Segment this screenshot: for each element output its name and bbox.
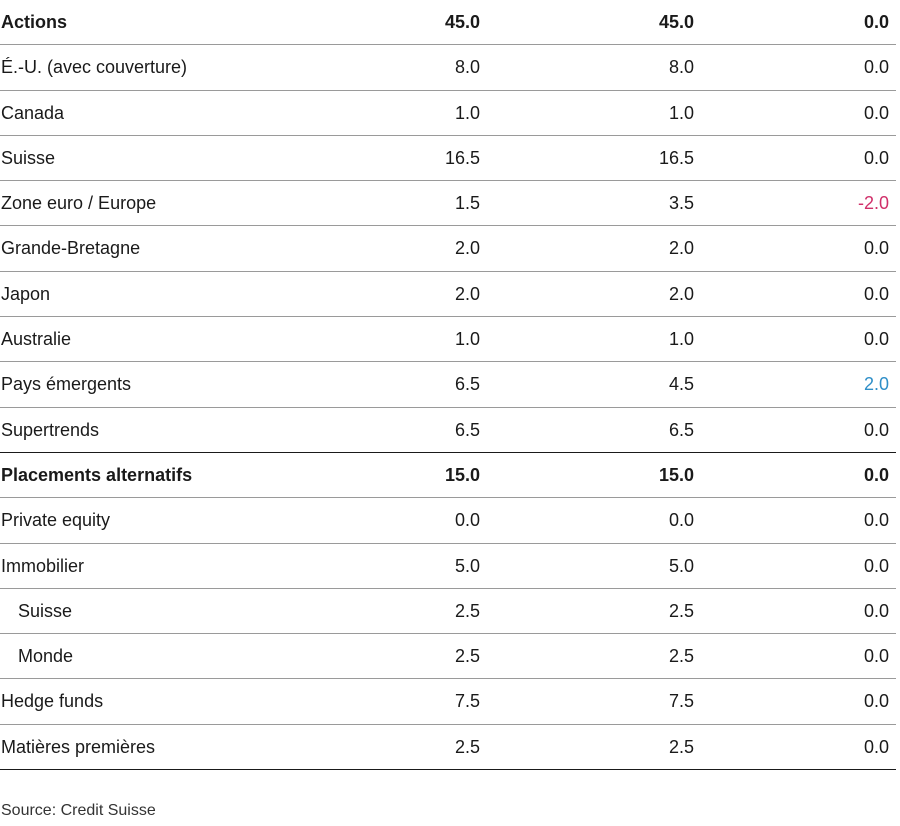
value-cell: 0.0 [863, 329, 889, 350]
value-cell: 2.5 [454, 736, 480, 757]
value-cell: 0.0 [863, 12, 889, 32]
value-cell: 15.0 [658, 464, 694, 485]
value-cell: 5.0 [454, 555, 480, 576]
value-cell: 7.5 [668, 691, 694, 712]
value-cell: 0.0 [863, 102, 889, 123]
value-cell: 0.0 [863, 555, 889, 576]
value-cell: 0.0 [863, 600, 889, 621]
value-cell: 2.0 [668, 238, 694, 259]
table-row: Suisse 2.5 2.5 0.0 [0, 589, 896, 635]
value-cell: 1.0 [454, 102, 480, 123]
row-label: Zone euro / Europe [1, 193, 157, 214]
row-label: Matières premières [1, 736, 156, 757]
source-note: Source: Credit Suisse [1, 802, 156, 819]
value-cell: 16.5 [444, 147, 480, 168]
value-cell: 0.0 [863, 147, 889, 168]
value-cell: 2.5 [668, 736, 694, 757]
table-section-row: Placements alternatifs 15.0 15.0 0.0 [0, 453, 896, 499]
value-cell: 16.5 [658, 147, 694, 168]
row-label: Japon [1, 283, 51, 304]
value-cell: 0.0 [863, 57, 889, 78]
value-cell: 6.5 [454, 419, 480, 440]
table-row: Japon 2.0 2.0 0.0 [0, 272, 896, 318]
value-cell: 1.0 [668, 329, 694, 350]
value-cell: 0.0 [863, 464, 889, 485]
value-cell: 0.0 [863, 419, 889, 440]
value-cell: 1.0 [668, 102, 694, 123]
table-row: Grande-Bretagne 2.0 2.0 0.0 [0, 226, 896, 272]
table-row: Canada 1.0 1.0 0.0 [0, 91, 896, 136]
row-label: Supertrends [1, 419, 100, 440]
value-cell: 2.5 [454, 646, 480, 667]
allocation-table: Actions 45.0 45.0 0.0 É.-U. (avec couverture… [0, 0, 896, 771]
value-cell: 6.5 [668, 419, 694, 440]
table-row: É.-U. (avec couverture) 8.0 8.0 0.0 [0, 45, 896, 91]
row-label: Grande-Bretagne [1, 238, 141, 259]
row-label: Suisse [18, 600, 73, 621]
table-row: Private equity 0.0 0.0 0.0 [0, 498, 896, 544]
value-cell: 3.5 [668, 193, 694, 214]
row-label: Australie [1, 329, 72, 350]
row-label: Immobilier [1, 555, 85, 576]
row-label: Actions [1, 12, 68, 32]
row-label: Pays émergents [1, 374, 132, 395]
row-label: Hedge funds [1, 691, 104, 712]
value-cell: 45.0 [444, 12, 480, 32]
value-cell: 5.0 [668, 555, 694, 576]
value-cell: 0.0 [668, 510, 694, 531]
table-row: Hedge funds 7.5 7.5 0.0 [0, 679, 896, 725]
value-cell: 45.0 [658, 12, 694, 32]
table-section-row: Actions 45.0 45.0 0.0 [0, 0, 896, 46]
table-row: Suisse 16.5 16.5 0.0 [0, 136, 896, 182]
value-cell: 1.5 [454, 193, 480, 214]
row-label: É.-U. (avec couverture) [1, 57, 188, 78]
row-label: Canada [1, 102, 65, 123]
value-cell: -2.0 [857, 193, 889, 214]
value-cell: 0.0 [863, 283, 889, 304]
value-cell: 2.5 [668, 600, 694, 621]
value-cell: 0.0 [863, 691, 889, 712]
value-cell: 6.5 [454, 374, 480, 395]
table-row: Immobilier 5.0 5.0 0.0 [0, 544, 896, 589]
value-cell: 4.5 [668, 374, 694, 395]
table-row: Australie 1.0 1.0 0.0 [0, 317, 896, 363]
row-label: Placements alternatifs [1, 464, 193, 485]
value-cell: 1.0 [454, 329, 480, 350]
value-cell: 0.0 [454, 510, 480, 531]
row-label: Monde [18, 646, 74, 667]
value-cell: 7.5 [454, 691, 480, 712]
value-cell: 2.0 [668, 283, 694, 304]
value-cell: 2.0 [454, 283, 480, 304]
value-cell: 0.0 [863, 510, 889, 531]
value-cell: 0.0 [863, 238, 889, 259]
table-row: Monde 2.5 2.5 0.0 [0, 634, 896, 680]
table-row: Matières premières 2.5 2.5 0.0 [0, 725, 896, 771]
table-row: Zone euro / Europe 1.5 3.5 -2.0 [0, 181, 896, 227]
value-cell: 2.5 [668, 646, 694, 667]
value-cell: 8.0 [668, 57, 694, 78]
value-cell: 0.0 [863, 646, 889, 667]
row-label: Suisse [1, 147, 56, 168]
value-cell: 8.0 [454, 57, 480, 78]
value-cell: 2.5 [454, 600, 480, 621]
value-cell: 2.0 [863, 374, 889, 395]
value-cell: 2.0 [454, 238, 480, 259]
table-row: Pays émergents 6.5 4.5 2.0 [0, 362, 896, 408]
value-cell: 15.0 [444, 464, 480, 485]
table-row: Supertrends 6.5 6.5 0.0 [0, 408, 896, 453]
value-cell: 0.0 [863, 736, 889, 757]
row-label: Private equity [1, 510, 111, 531]
